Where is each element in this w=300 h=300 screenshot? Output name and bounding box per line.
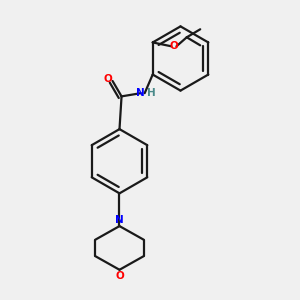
Text: N: N	[136, 88, 145, 98]
Text: O: O	[104, 74, 112, 84]
Text: H: H	[147, 88, 156, 98]
Text: N: N	[115, 215, 124, 225]
Text: O: O	[169, 40, 178, 51]
Text: O: O	[115, 271, 124, 281]
